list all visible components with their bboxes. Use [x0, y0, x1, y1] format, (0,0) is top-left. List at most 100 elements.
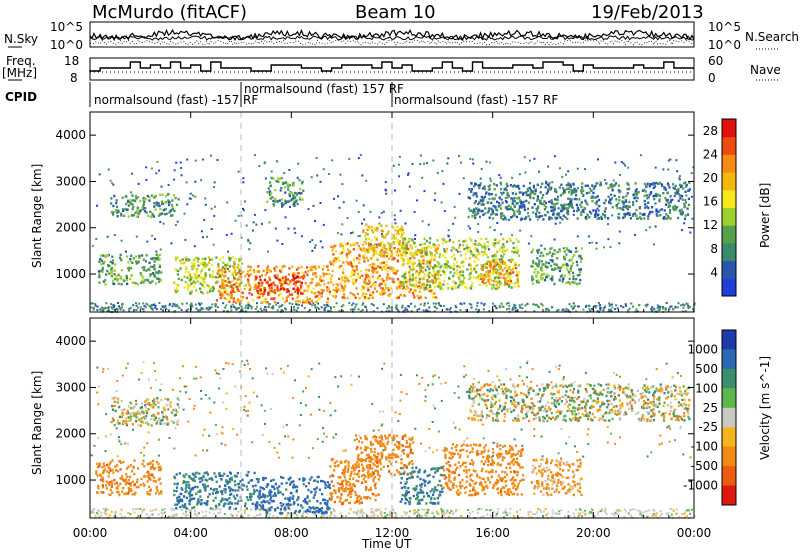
scatter-cell — [477, 223, 480, 226]
ground-cell — [388, 306, 391, 309]
ground-cell — [107, 308, 110, 311]
y-tick-label: 4000 — [55, 128, 86, 142]
region-3-cell — [241, 270, 244, 274]
region-5-cell — [293, 202, 296, 205]
ground-cell — [502, 512, 505, 514]
region-11-cell — [643, 194, 646, 198]
region-3-cell — [217, 265, 220, 268]
scatter-cell — [633, 233, 636, 236]
ground-cell — [506, 514, 509, 516]
ground-cell — [175, 303, 178, 306]
region-11-cell — [595, 203, 598, 206]
ground-cell — [256, 514, 259, 517]
region-11-cell — [488, 184, 492, 187]
scatter-cell — [397, 420, 400, 423]
region-0-cell — [142, 276, 145, 279]
ground-cell — [217, 507, 220, 510]
region-1-cell — [139, 199, 142, 203]
region-9-cell — [493, 262, 496, 266]
ground-cell — [172, 515, 175, 518]
region-2-cell — [208, 267, 211, 271]
region-10-cell — [570, 264, 573, 268]
region-11-cell — [617, 212, 620, 216]
region-5-cell — [302, 189, 305, 192]
ground-cell — [547, 512, 549, 515]
region-11-cell — [668, 204, 672, 208]
region-2-cell — [174, 268, 177, 271]
scatter-cell — [120, 399, 123, 402]
ground-cell — [157, 513, 160, 516]
region-3-cell — [312, 265, 315, 269]
ground-cell — [397, 309, 400, 312]
region-6-cell — [392, 271, 395, 275]
scatter-cell — [148, 378, 150, 381]
scatter-cell — [208, 434, 211, 437]
region-3-cell — [229, 291, 233, 294]
ground-cell — [176, 305, 179, 308]
scatter-cell — [244, 395, 247, 398]
region-7-cell — [367, 248, 370, 252]
region-7-cell — [364, 250, 367, 253]
ground-cell — [480, 508, 483, 510]
ground-cell — [571, 307, 574, 310]
region-6-cell — [382, 261, 386, 264]
region-3-cell — [279, 269, 282, 273]
ground-cell — [603, 306, 606, 309]
region-6-cell — [371, 266, 374, 269]
region-10-cell — [561, 280, 564, 283]
ground-cell — [92, 306, 95, 309]
region-0-cell — [101, 254, 104, 257]
region-7-cell — [398, 243, 401, 246]
ground-cell — [467, 509, 470, 511]
region-3-cell — [231, 271, 234, 275]
scatter-cell — [203, 428, 206, 431]
ground-cell — [682, 513, 685, 515]
region-6-cell — [429, 289, 432, 292]
scatter-cell — [287, 364, 289, 367]
ground-cell — [96, 309, 99, 312]
region-9-cell — [509, 279, 513, 283]
scatter-cell — [381, 367, 384, 370]
region-10-cell — [553, 263, 556, 266]
scatter-cell — [101, 370, 104, 373]
scatter-cell — [392, 439, 395, 442]
scatter-cell — [155, 250, 158, 253]
scatter-cell — [574, 445, 576, 448]
ground-cell — [282, 508, 285, 511]
region-3-cell — [236, 285, 239, 288]
region-8-cell — [444, 265, 447, 269]
region-11-cell — [525, 193, 528, 197]
region-8-cell — [450, 286, 453, 289]
region-6-cell — [331, 269, 334, 273]
region-7-cell — [382, 236, 385, 239]
region-3-cell — [217, 269, 220, 273]
region-11-cell — [472, 185, 476, 188]
region-2-cell — [201, 279, 204, 282]
scatter-cell — [186, 203, 189, 206]
region-2-cell — [201, 268, 204, 271]
scatter-cell — [201, 434, 204, 437]
ground-cell — [222, 310, 225, 313]
region-8-cell — [401, 237, 404, 240]
scatter-cell — [473, 414, 476, 417]
region-8-cell — [409, 283, 412, 286]
region-11-cell — [536, 199, 539, 202]
region-3-cell — [315, 282, 318, 285]
scatter-cell — [358, 375, 360, 378]
region-3-cell — [284, 300, 287, 304]
ground-cell — [348, 302, 351, 305]
region-3-cell — [266, 301, 269, 304]
region-2-cell — [194, 257, 197, 260]
ground-cell — [249, 508, 252, 511]
region-9-cell — [480, 263, 483, 267]
region-10-cell — [571, 255, 575, 259]
region-6-cell — [330, 245, 333, 248]
region-2-cell — [181, 262, 184, 265]
region-8-cell — [401, 257, 404, 260]
scatter-cell — [337, 195, 339, 198]
ground-cell — [238, 303, 241, 306]
region-1-cell — [153, 205, 156, 208]
scatter-cell — [500, 198, 503, 201]
ground-cell — [144, 306, 147, 309]
region-6-cell — [376, 271, 379, 274]
